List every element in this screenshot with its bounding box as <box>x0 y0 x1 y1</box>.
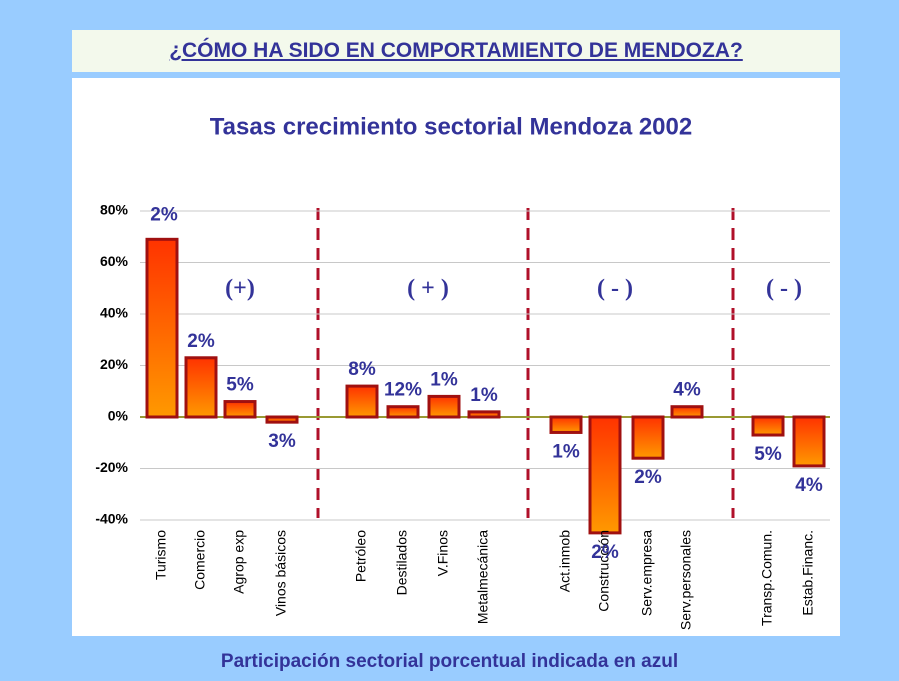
bar <box>751 415 785 437</box>
x-tick-label: Construcción <box>596 530 612 612</box>
participation-label: 5% <box>754 444 782 465</box>
bar <box>265 415 299 424</box>
bar <box>631 415 665 460</box>
participation-label: 1% <box>552 441 580 462</box>
x-tick-label: Metalmecánica <box>475 530 491 624</box>
participation-label: 1% <box>470 385 498 406</box>
x-tick-label: Serv.personales <box>678 530 694 630</box>
bar <box>386 405 420 419</box>
bar <box>549 415 583 434</box>
y-tick-label: 80% <box>100 202 129 218</box>
bar <box>588 415 622 535</box>
chart-title: Tasas crecimiento sectorial Mendoza 2002 <box>210 113 692 140</box>
participation-label: 12% <box>384 380 422 401</box>
bar <box>670 405 704 419</box>
group-label: ( - ) <box>597 276 633 302</box>
chart: Tasas crecimiento sectorial Mendoza 2002… <box>72 78 840 636</box>
bar <box>184 356 218 419</box>
footnote: Participación sectorial porcentual indic… <box>220 651 679 672</box>
participation-label: 5% <box>226 375 254 396</box>
bar <box>145 237 179 419</box>
participation-label: 4% <box>795 475 823 496</box>
x-tick-label: Petróleo <box>353 530 369 582</box>
participation-label: 1% <box>430 369 458 390</box>
participation-label: 3% <box>268 431 296 452</box>
participation-label: 2% <box>150 204 178 225</box>
bar <box>223 400 257 419</box>
x-tick-label: Destilados <box>394 530 410 595</box>
y-tick-label: -40% <box>95 511 128 527</box>
participation-label: 2% <box>591 542 619 563</box>
y-tick-label: 40% <box>100 305 129 321</box>
x-tick-label: Act.inmob <box>557 530 573 592</box>
bar <box>467 410 501 419</box>
x-tick-label: Agrop exp <box>231 530 247 594</box>
group-label: ( + ) <box>407 276 449 302</box>
x-tick-label: Comercio <box>192 530 208 590</box>
header: ¿CÓMO HA SIDO EN COMPORTAMIENTO DE MENDO… <box>72 30 840 72</box>
y-tick-label: -20% <box>95 459 128 475</box>
dividers <box>316 208 735 518</box>
x-tick-label: Estab.Financ. <box>800 530 816 616</box>
x-tick-label: Transp.Comun. <box>759 530 775 626</box>
y-tick-label: 20% <box>100 356 129 372</box>
group-label: (+) <box>225 276 255 302</box>
bar <box>792 415 826 468</box>
group-label: ( - ) <box>766 276 802 302</box>
participation-label: 2% <box>634 467 662 488</box>
x-tick-label: Vinos básicos <box>273 530 289 616</box>
x-tick-label: Serv.empresa <box>639 530 655 616</box>
bar <box>345 384 379 419</box>
x-tick-label: Turismo <box>153 530 169 580</box>
header-title: ¿CÓMO HA SIDO EN COMPORTAMIENTO DE MENDO… <box>169 39 743 62</box>
participation-label: 4% <box>673 380 701 401</box>
y-tick-label: 0% <box>108 408 129 424</box>
x-tick-label: V.Finos <box>435 530 451 576</box>
y-tick-label: 60% <box>100 253 129 269</box>
participation-label: 8% <box>348 359 376 380</box>
bar <box>427 394 461 419</box>
participation-label: 2% <box>187 331 215 352</box>
